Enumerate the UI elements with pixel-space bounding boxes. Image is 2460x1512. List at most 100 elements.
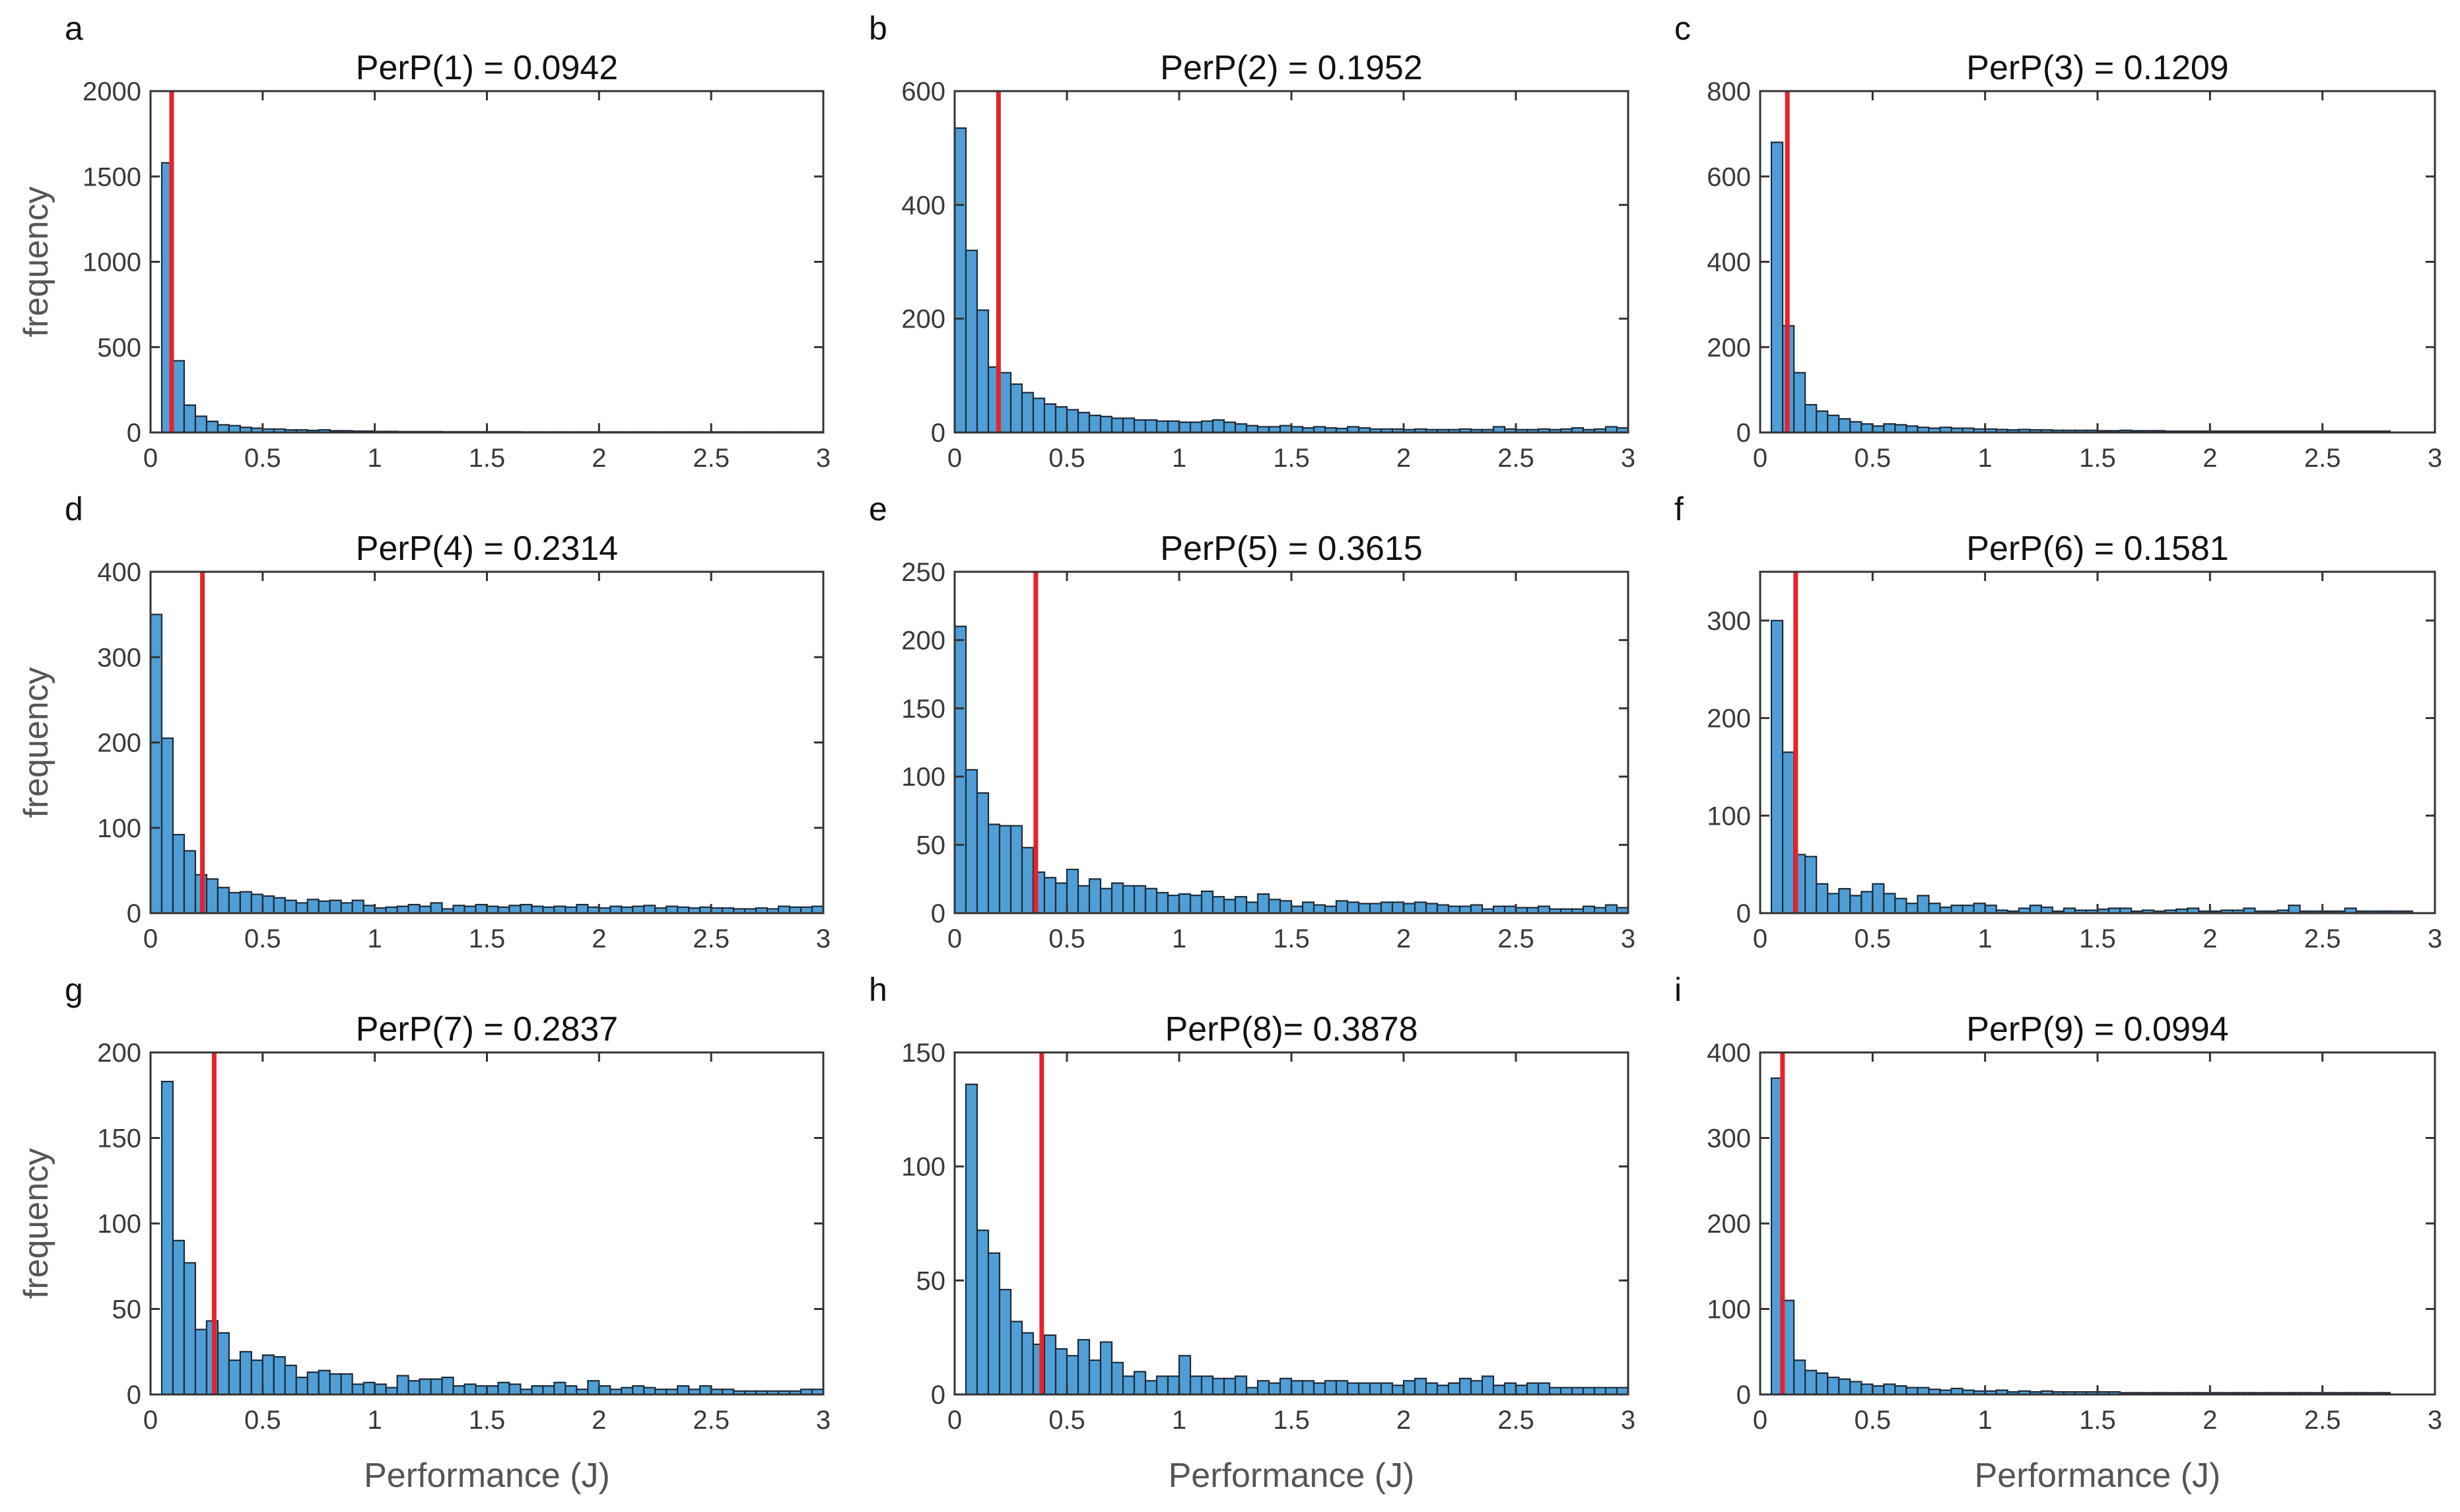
panel-f-bar-46 bbox=[2288, 905, 2301, 914]
panel-b-bar-11 bbox=[1077, 411, 1091, 434]
panel-h-bar-16 bbox=[1144, 1380, 1158, 1396]
panel-i-bar-7 bbox=[1849, 1381, 1862, 1396]
panel-h-bar-17 bbox=[1155, 1375, 1169, 1396]
panel-b-bar-23 bbox=[1212, 419, 1225, 434]
panel-a-xtick-label-6: 3 bbox=[816, 444, 831, 473]
panel-h-ytick-label-1: 50 bbox=[916, 1266, 946, 1295]
panel-a-xtick-label-3: 1.5 bbox=[469, 444, 506, 473]
panel-f-bar-12 bbox=[1905, 903, 1919, 914]
panel-e-bar-41 bbox=[1414, 901, 1427, 914]
panel-f-bar-14 bbox=[1928, 903, 1941, 914]
panel-h-bar-11 bbox=[1088, 1359, 1102, 1396]
panel-e-title: PerP(5) = 0.3615 bbox=[1160, 530, 1422, 568]
panel-h-ytick-label-2: 100 bbox=[901, 1153, 945, 1182]
panel-i-bar-4 bbox=[1816, 1372, 1829, 1396]
panel-g-bar-30 bbox=[497, 1381, 510, 1396]
panel-d-bar-6 bbox=[217, 887, 230, 914]
panel-h-bar-7 bbox=[1043, 1334, 1057, 1396]
panel-h-bar-24 bbox=[1234, 1375, 1248, 1396]
panel-d-xtick-label-2: 1 bbox=[368, 924, 382, 953]
panel-h-bar-47 bbox=[1492, 1385, 1506, 1396]
panel-d-bar-1 bbox=[160, 737, 174, 914]
panel-d-ytick-label-4: 400 bbox=[97, 558, 141, 587]
panel-c-ytick-label-1: 200 bbox=[1707, 333, 1751, 362]
panel-c-bar-2 bbox=[1793, 372, 1806, 434]
panel-h-bar-56 bbox=[1593, 1387, 1607, 1396]
panel-h-bar-23 bbox=[1223, 1377, 1237, 1396]
panel-e-bar-17 bbox=[1144, 887, 1158, 914]
panel-i-axes-box bbox=[1759, 1051, 2436, 1396]
panel-e-bar-44 bbox=[1447, 905, 1461, 914]
panel-d-bar-18 bbox=[351, 899, 364, 914]
panel-d-letter: d bbox=[65, 491, 83, 528]
panel-i-letter: i bbox=[1674, 971, 1682, 1008]
panel-h-bar-51 bbox=[1537, 1382, 1551, 1396]
panel-d-bar-19 bbox=[362, 905, 376, 914]
panel-g-bar-29 bbox=[486, 1385, 499, 1396]
panel-i-xtick-label-3: 1.5 bbox=[2079, 1406, 2116, 1435]
panel-a-bar-5 bbox=[217, 424, 230, 434]
panel-g-bar-5 bbox=[217, 1332, 230, 1396]
panel-g-bar-17 bbox=[351, 1383, 364, 1396]
panel-e-bar-3 bbox=[987, 823, 1001, 914]
panel-d-xtick-label-6: 3 bbox=[816, 924, 831, 953]
panel-i-ytick-label-4: 400 bbox=[1707, 1039, 1751, 1068]
panel-e-bar-6 bbox=[1021, 846, 1035, 914]
panel-h-bar-28 bbox=[1279, 1377, 1293, 1396]
panel-d-bar-7 bbox=[228, 891, 241, 914]
panel-f-bar-8 bbox=[1861, 891, 1874, 914]
panel-g-ytick-label-3: 150 bbox=[97, 1124, 141, 1153]
panel-h-bar-13 bbox=[1110, 1361, 1124, 1396]
panel-f-bar-17 bbox=[1962, 905, 1975, 914]
panel-d-bar-43 bbox=[632, 905, 645, 914]
panel-e-ytick-label-3: 150 bbox=[901, 695, 945, 724]
panel-e-xtick-label-6: 3 bbox=[1621, 924, 1635, 953]
panel-b-xtick-label-4: 2 bbox=[1396, 444, 1411, 473]
panel-e-bar-45 bbox=[1458, 905, 1472, 914]
panel-g-bar-41 bbox=[621, 1387, 634, 1396]
panel-c-ytick-label-4: 800 bbox=[1707, 77, 1751, 106]
panel-a-letter: a bbox=[65, 10, 83, 47]
panel-f-xtick-label-2: 1 bbox=[1978, 924, 1993, 953]
panel-c-axes-box bbox=[1759, 90, 2436, 434]
panel-f-letter: f bbox=[1674, 491, 1684, 528]
panel-b-letter: b bbox=[869, 10, 887, 47]
panel-d-bar-3 bbox=[183, 850, 197, 914]
panel-h-bar-29 bbox=[1290, 1380, 1304, 1396]
panel-b-ytick-label-0: 0 bbox=[931, 419, 945, 448]
panel-e-bar-39 bbox=[1391, 901, 1405, 914]
panel-h-bar-54 bbox=[1571, 1387, 1585, 1396]
panel-b-bar-0 bbox=[953, 127, 967, 434]
panel-c-xtick-label-2: 1 bbox=[1978, 444, 1993, 473]
panel-b-bar-24 bbox=[1223, 421, 1237, 434]
panel-g-bar-14 bbox=[318, 1369, 331, 1396]
panel-h-letter: h bbox=[869, 971, 887, 1008]
panel-g-bar-42 bbox=[632, 1385, 645, 1396]
panel-e-bar-28 bbox=[1268, 899, 1281, 914]
panel-e-bar-34 bbox=[1335, 900, 1349, 914]
panel-i-xtick-label-1: 0.5 bbox=[1855, 1406, 1892, 1435]
panel-h-bar-57 bbox=[1604, 1387, 1618, 1396]
panel-h-bar-19 bbox=[1178, 1355, 1192, 1396]
panel-c-xtick-label-4: 2 bbox=[2203, 444, 2217, 473]
panel-d-bar-32 bbox=[508, 905, 522, 914]
panel-e-bar-27 bbox=[1256, 893, 1270, 914]
panel-h-xlabel: Performance (J) bbox=[1169, 1457, 1415, 1495]
panel-d-ytick-label-0: 0 bbox=[127, 899, 141, 928]
panel-i-bar-6 bbox=[1838, 1378, 1851, 1396]
panel-e-bar-52 bbox=[1537, 905, 1551, 914]
panel-d-bar-59 bbox=[811, 905, 825, 914]
panel-b-xtick-label-1: 0.5 bbox=[1048, 444, 1085, 473]
panel-g-xtick-label-3: 1.5 bbox=[469, 1406, 506, 1435]
panel-a-bar-1 bbox=[172, 360, 186, 434]
panel-g-letter: g bbox=[65, 971, 83, 1008]
panel-d-bar-13 bbox=[295, 902, 308, 914]
panel-e-bar-4 bbox=[998, 825, 1012, 914]
panel-h-bar-36 bbox=[1369, 1382, 1383, 1396]
panel-g-bar-46 bbox=[677, 1385, 690, 1396]
panel-b-bar-2 bbox=[976, 309, 990, 434]
panel-c-letter: c bbox=[1674, 10, 1691, 47]
panel-g-bar-21 bbox=[396, 1375, 409, 1396]
panel-d-bar-46 bbox=[666, 905, 679, 914]
panel-c-bar-5 bbox=[1827, 415, 1840, 434]
